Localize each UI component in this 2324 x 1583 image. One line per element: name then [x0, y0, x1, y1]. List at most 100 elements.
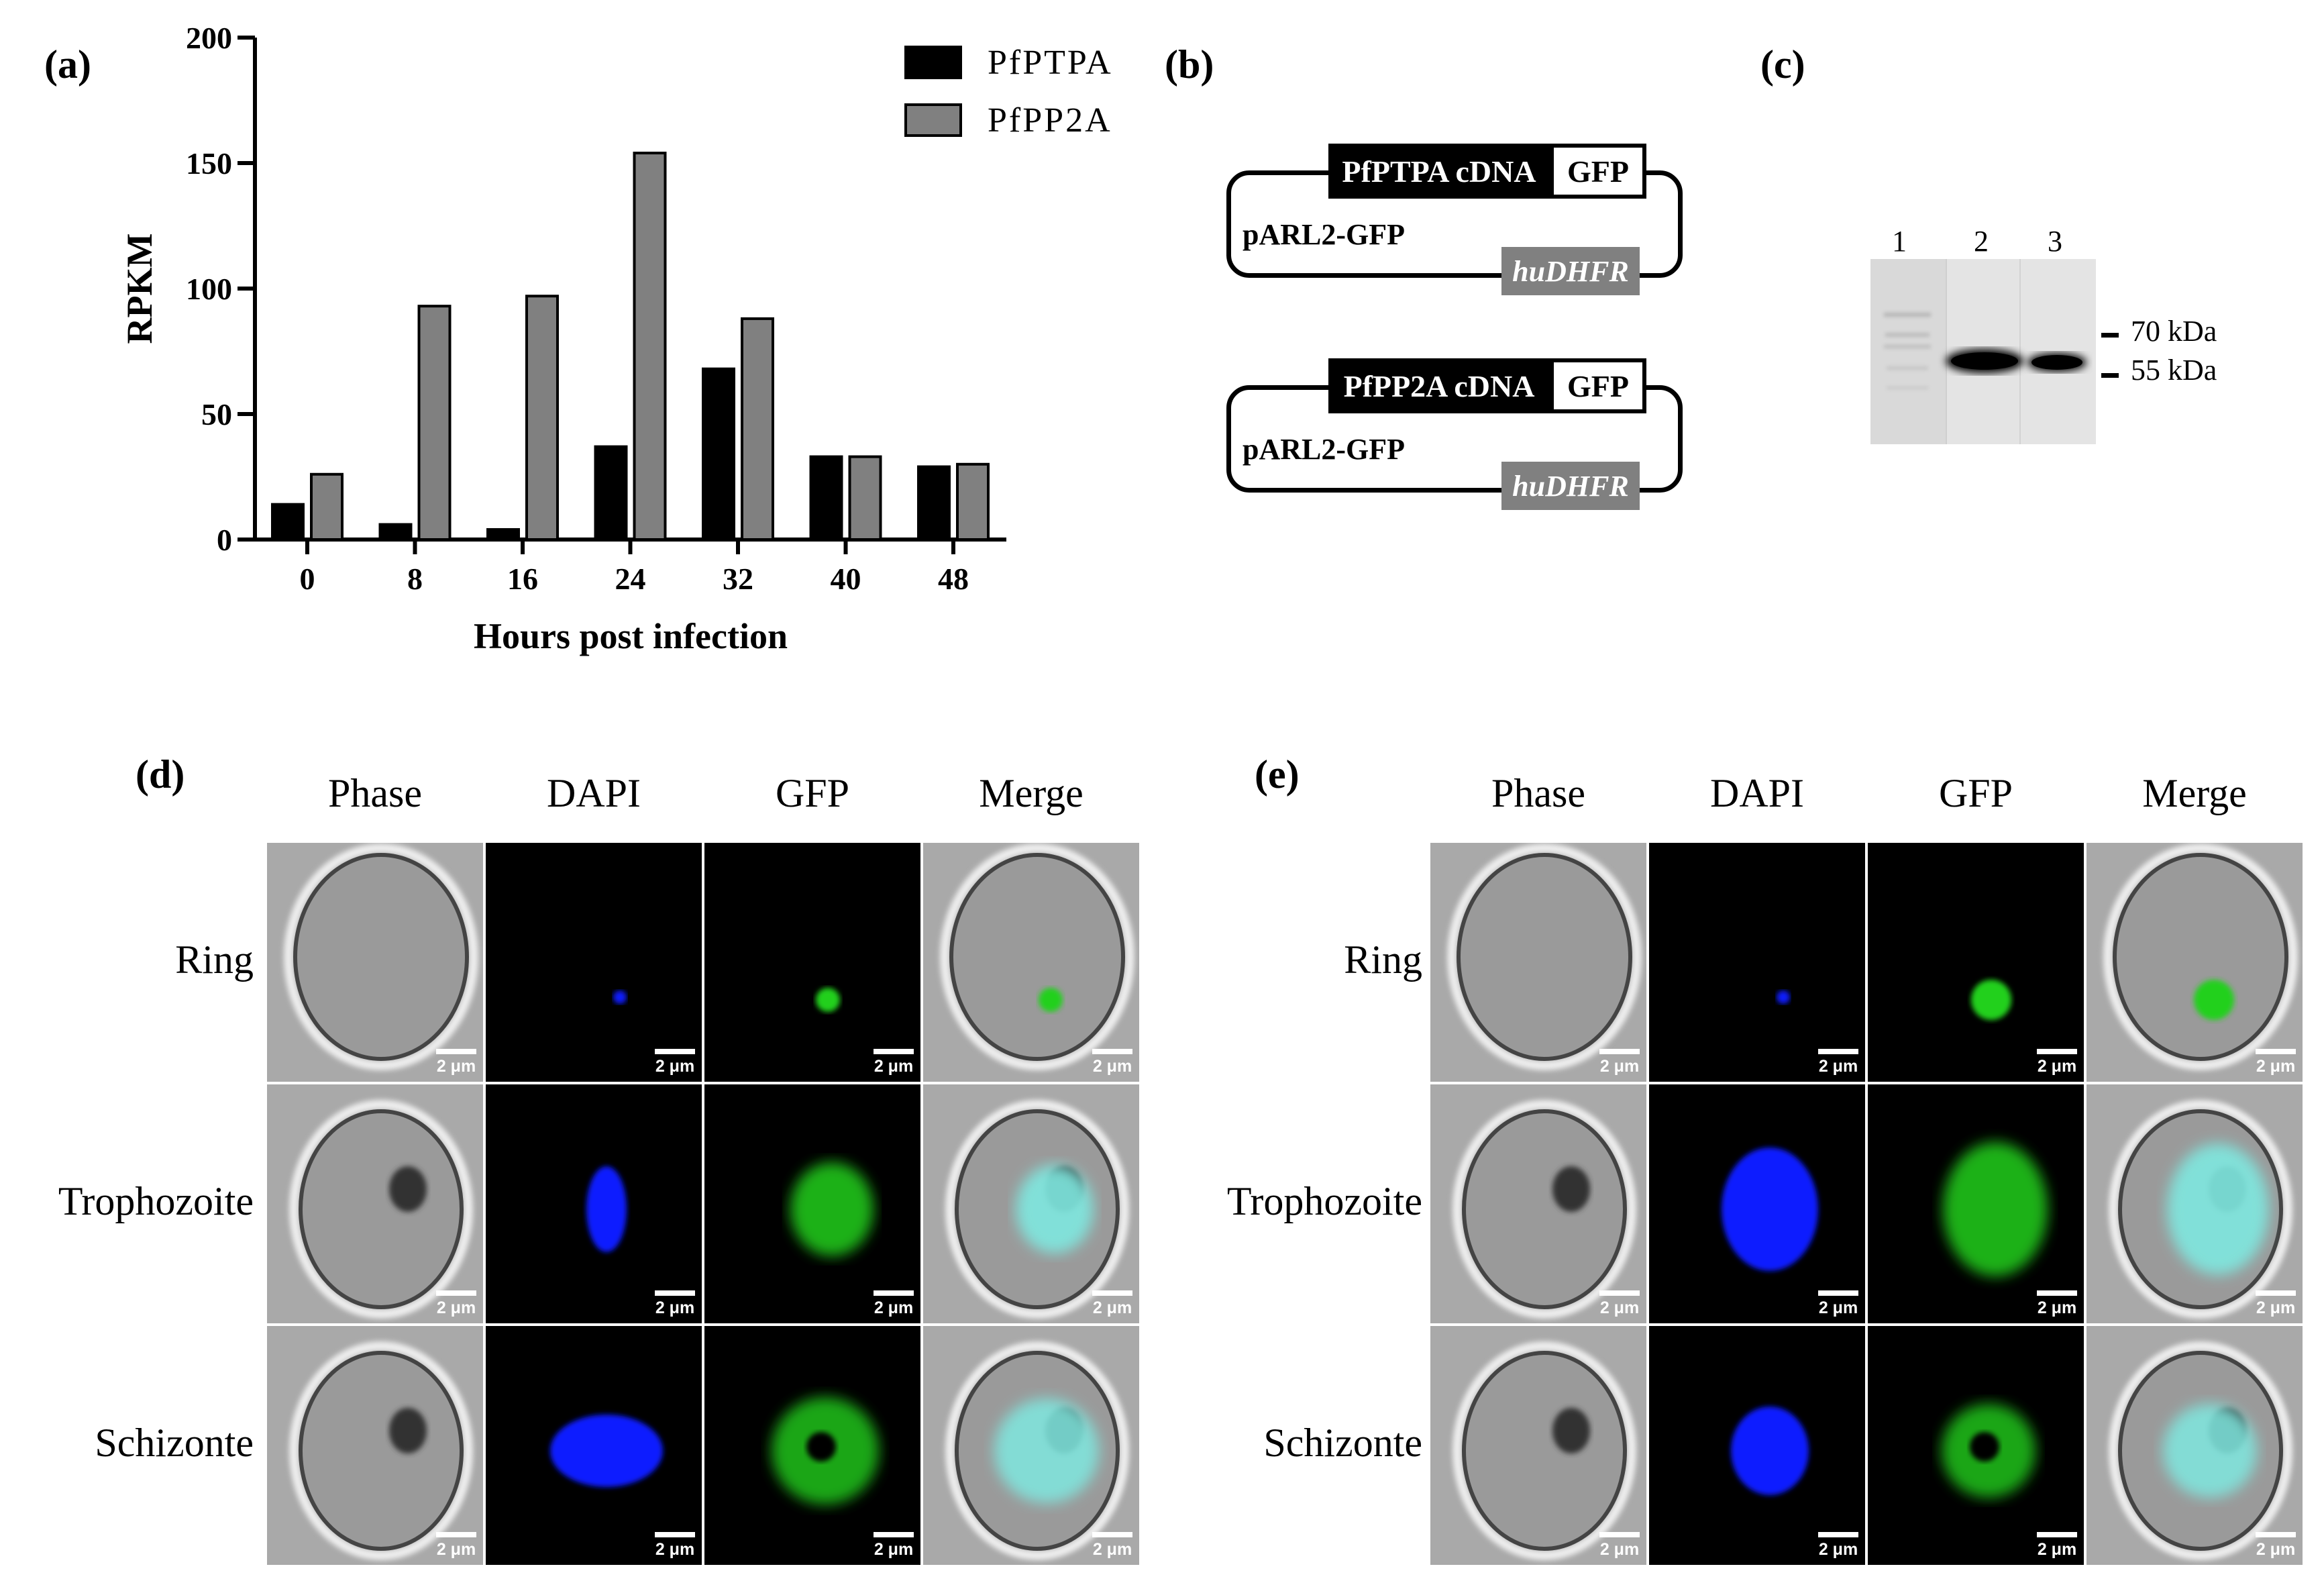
column-header-dapi: DAPI	[1709, 771, 1804, 815]
x-tick-label: 48	[938, 562, 969, 596]
scale-bar: 2 μm	[874, 1532, 914, 1560]
x-tick-label: 24	[615, 562, 646, 596]
micrograph-trophozoite-dapi: 2 μm	[1649, 1084, 1865, 1323]
scale-bar: 2 μm	[1092, 1049, 1132, 1076]
bar-pfptpa-0	[271, 503, 305, 542]
legend-swatch	[904, 46, 962, 79]
marker-tick	[2101, 373, 2119, 378]
gfp-box: GFP	[1550, 358, 1646, 413]
micrograph-ring-dapi: 2 μm	[1649, 843, 1865, 1082]
x-tick-label: 0	[300, 562, 315, 596]
panel-label-e: (e)	[1255, 752, 1300, 797]
scale-bar-line	[2256, 1290, 2296, 1296]
micrograph-ring-gfp: 2 μm	[1868, 843, 2084, 1082]
column-header-phase: Phase	[1491, 771, 1585, 815]
micrograph-trophozoite-gfp: 2 μm	[1868, 1084, 2084, 1323]
row-label-schizonte: Schizonte	[1263, 1421, 1422, 1465]
cdna-box: PfPTPA cDNA	[1328, 144, 1550, 199]
legend-label: PfPTPA	[988, 44, 1113, 82]
scale-bar-line	[1818, 1049, 1858, 1054]
micrograph-schizonte-phase: 2 μm	[1430, 1326, 1646, 1565]
bar-pfpp2a-48	[956, 462, 990, 541]
scale-bar-line	[1599, 1532, 1640, 1537]
micrograph-ring-dapi: 2 μm	[486, 843, 702, 1082]
scale-bar-label: 2 μm	[436, 1298, 476, 1317]
micrograph-trophozoite-gfp: 2 μm	[704, 1084, 920, 1323]
scale-bar: 2 μm	[2037, 1049, 2077, 1076]
gfp-box: GFP	[1550, 144, 1646, 199]
micrograph-ring-merge: 2 μm	[2087, 843, 2303, 1082]
x-tick-label: 40	[831, 562, 861, 596]
scale-bar: 2 μm	[1092, 1290, 1132, 1318]
y-tick-label: 150	[186, 146, 232, 181]
scale-bar-line	[2037, 1532, 2077, 1537]
column-header-dapi: DAPI	[546, 771, 641, 815]
micrograph-schizonte-dapi: 2 μm	[486, 1326, 702, 1565]
micrograph-ring-phase: 2 μm	[267, 843, 483, 1082]
scale-bar-line	[2256, 1532, 2296, 1537]
scale-bar: 2 μm	[1599, 1290, 1640, 1318]
scale-bar-line	[2037, 1290, 2077, 1296]
scale-bar-line	[1092, 1049, 1132, 1054]
micrograph-schizonte-dapi: 2 μm	[1649, 1326, 1865, 1565]
micrograph-ring-gfp: 2 μm	[704, 843, 920, 1082]
lane-label: 3	[2048, 225, 2062, 258]
scale-bar-label: 2 μm	[874, 1057, 914, 1076]
scale-bar: 2 μm	[436, 1290, 476, 1318]
scale-bar-line	[1818, 1532, 1858, 1537]
scale-bar: 2 μm	[1818, 1049, 1858, 1076]
scale-bar: 2 μm	[655, 1049, 695, 1076]
bar-pfpp2a-24	[633, 152, 667, 542]
column-header-merge: Merge	[2142, 771, 2247, 815]
scale-bar-label: 2 μm	[655, 1298, 695, 1317]
lane-label: 1	[1892, 225, 1907, 258]
legend-label: PfPP2A	[988, 101, 1112, 140]
scale-bar-line	[655, 1532, 695, 1537]
micrograph-trophozoite-merge: 2 μm	[2087, 1084, 2303, 1323]
scale-bar-label: 2 μm	[655, 1540, 695, 1559]
column-header-phase: Phase	[328, 771, 422, 815]
y-tick-label: 0	[217, 523, 232, 557]
y-tick-label: 200	[186, 21, 232, 55]
micrograph-schizonte-phase: 2 μm	[267, 1326, 483, 1565]
micrograph-trophozoite-dapi: 2 μm	[486, 1084, 702, 1323]
bar-pfptpa-48	[917, 465, 951, 541]
bar-pfptpa-8	[378, 523, 413, 541]
western-blot-image	[1870, 259, 2096, 444]
scale-bar-label: 2 μm	[655, 1057, 695, 1076]
scale-bar: 2 μm	[655, 1532, 695, 1560]
column-header-gfp: GFP	[1938, 771, 2013, 815]
scale-bar: 2 μm	[2256, 1532, 2296, 1560]
micrograph-ring-merge: 2 μm	[923, 843, 1139, 1082]
panel-label-b: (b)	[1165, 42, 1214, 87]
marker-tick	[2101, 333, 2119, 338]
scale-bar: 2 μm	[874, 1290, 914, 1318]
y-tick-label: 50	[201, 397, 232, 431]
scale-bar-label: 2 μm	[1818, 1540, 1858, 1559]
micrograph-schizonte-gfp: 2 μm	[704, 1326, 920, 1565]
panel-label-a: (a)	[44, 42, 91, 87]
scale-bar: 2 μm	[2037, 1532, 2077, 1560]
micrograph-schizonte-merge: 2 μm	[923, 1326, 1139, 1565]
scale-bar-label: 2 μm	[2037, 1540, 2077, 1559]
bar-pfpp2a-8	[417, 305, 452, 541]
scale-bar-line	[2037, 1049, 2077, 1054]
scale-bar-label: 2 μm	[436, 1057, 476, 1076]
bar-pfpp2a-16	[525, 295, 559, 541]
bar-pfptpa-16	[486, 528, 520, 541]
scale-bar-label: 2 μm	[2256, 1298, 2296, 1317]
scale-bar: 2 μm	[2256, 1290, 2296, 1318]
construct-ptpa: PfPTPA cDNA GFP pARL2-GFP huDHFR	[1226, 144, 1696, 295]
marker-70kda: 70 kDa	[2131, 315, 2217, 348]
bar-pfpp2a-32	[741, 317, 774, 541]
micrograph-trophozoite-merge: 2 μm	[923, 1084, 1139, 1323]
x-tick-label: 8	[407, 562, 423, 596]
scale-bar: 2 μm	[2037, 1290, 2077, 1318]
scale-bar-line	[1599, 1049, 1640, 1054]
scale-bar-label: 2 μm	[1092, 1298, 1132, 1317]
scale-bar: 2 μm	[655, 1290, 695, 1318]
plasmid-name: pARL2-GFP	[1243, 217, 1405, 252]
scale-bar: 2 μm	[2256, 1049, 2296, 1076]
scale-bar-line	[436, 1290, 476, 1296]
scale-bar-label: 2 μm	[1092, 1540, 1132, 1559]
